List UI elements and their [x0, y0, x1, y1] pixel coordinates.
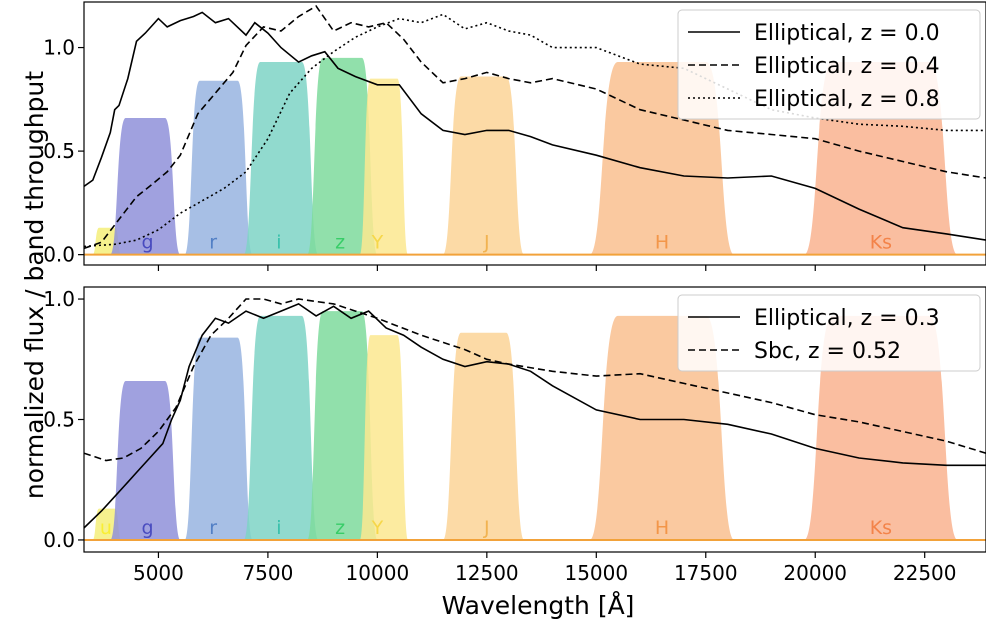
band-label-z: z	[335, 517, 345, 539]
band-z-throughput	[307, 311, 378, 540]
ytick-label: 0.0	[43, 243, 75, 267]
top-legend: Elliptical, z = 0.0 Elliptical, z = 0.4 El…	[677, 9, 981, 120]
ytick-label: 0.5	[43, 408, 75, 432]
band-i-throughput	[243, 315, 319, 540]
band-label-r: r	[209, 232, 217, 254]
xtick-label: 5000	[133, 561, 184, 585]
bottom-legend: Elliptical, z = 0.3 Sbc, z = 0.52	[677, 294, 981, 372]
top-legend-entry: Elliptical, z = 0.8	[754, 87, 940, 112]
ytick-label: 0.5	[43, 139, 75, 163]
band-i-throughput	[243, 62, 319, 255]
band-label-r: r	[209, 517, 217, 539]
xtick-label: 7500	[242, 561, 293, 585]
top-legend-entry: Elliptical, z = 0.4	[754, 54, 940, 79]
band-label-Ks: Ks	[870, 232, 892, 254]
xtick-label: 20000	[783, 561, 847, 585]
bottom-legend-box	[677, 294, 981, 372]
bottom-legend-entry: Sbc, z = 0.52	[754, 339, 901, 364]
band-label-z: z	[335, 232, 345, 254]
band-g-throughput	[110, 380, 181, 540]
xtick-label: 17500	[674, 561, 738, 585]
band-label-u: u	[100, 517, 112, 539]
xtick-label: 15000	[564, 561, 628, 585]
band-label-Y: Y	[371, 517, 384, 539]
top-axes-frame	[83, 1, 986, 266]
xtick-label: 10000	[346, 561, 410, 585]
band-r-throughput	[184, 337, 253, 540]
bottom-series-1	[84, 302, 986, 529]
band-J-throughput	[443, 332, 525, 540]
band-g-throughput	[110, 117, 181, 255]
band-Ks-throughput	[804, 315, 958, 540]
y-axis-label: normalized flux / band throughput	[20, 71, 49, 499]
bottom-legend-entry: Elliptical, z = 0.3	[754, 306, 940, 331]
band-label-H: H	[655, 517, 669, 539]
top-legend-entry: Elliptical, z = 0.0	[754, 21, 940, 46]
band-r-throughput	[184, 80, 253, 255]
band-z-throughput	[307, 57, 378, 255]
ytick-label: 1.0	[43, 287, 75, 311]
bottom-series-2	[84, 298, 986, 462]
band-label-i: i	[276, 232, 281, 254]
xtick-label: 12500	[455, 561, 519, 585]
band-H-throughput	[589, 315, 735, 540]
ytick-label: 1.0	[43, 36, 75, 60]
top-series-1	[84, 11, 986, 241]
ytick-label: 0.0	[43, 528, 75, 552]
band-J-throughput	[443, 76, 525, 255]
top-series-2	[84, 5, 986, 250]
band-label-g: g	[141, 517, 153, 539]
xtick-label: 22500	[893, 561, 957, 585]
x-axis-label: Wavelength [Å]	[442, 591, 635, 620]
bottom-panel: u g r i z Y J H Ks 5000 7500 10000 12500 15000 17500 20…	[43, 286, 986, 585]
band-label-J: J	[483, 232, 490, 254]
band-label-Ks: Ks	[870, 517, 892, 539]
top-legend-box	[677, 9, 981, 120]
band-label-Y: Y	[371, 232, 384, 254]
band-Y-throughput	[359, 335, 409, 540]
bottom-plot-area: u g r i z Y J H Ks	[84, 298, 986, 541]
band-label-J: J	[483, 517, 490, 539]
band-label-H: H	[655, 232, 669, 254]
band-Y-throughput	[359, 78, 409, 255]
band-label-i: i	[276, 517, 281, 539]
